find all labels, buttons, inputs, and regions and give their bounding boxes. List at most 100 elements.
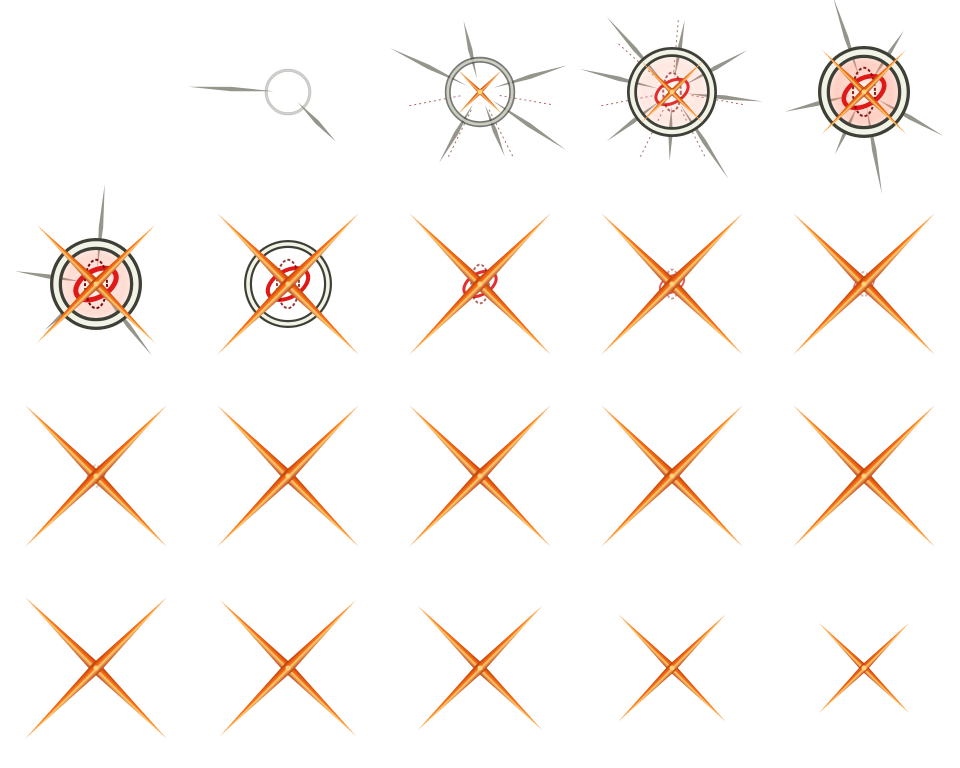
sprite-frame-16 — [0, 576, 192, 768]
effect-group — [618, 614, 726, 722]
slash-center — [861, 473, 867, 479]
slash-center — [861, 281, 867, 287]
frame-canvas — [417, 605, 543, 731]
core-sparks — [84, 258, 108, 310]
effect-group — [15, 184, 156, 356]
frame-canvas — [793, 405, 935, 547]
sprite-frame-14 — [576, 384, 768, 576]
slash-center — [861, 89, 867, 95]
frame-canvas — [409, 405, 551, 547]
core-sparks — [852, 66, 876, 118]
dotted-streak — [446, 109, 472, 160]
slash-center — [93, 473, 99, 479]
frame-canvas — [25, 405, 167, 547]
effect-group — [579, 16, 763, 180]
effect-group — [390, 20, 568, 164]
sprite-frame-5 — [768, 0, 960, 195]
sprite-frame-7 — [192, 192, 384, 384]
slash-center — [669, 89, 675, 95]
frame-canvas — [818, 622, 910, 714]
ring-highlight — [246, 242, 330, 326]
effect-group — [188, 68, 336, 142]
effect-group — [784, 0, 944, 195]
sprite-frame-4 — [576, 0, 768, 192]
needle-spike — [390, 48, 468, 86]
sprite-frame-8 — [384, 192, 576, 384]
slash-center — [477, 89, 483, 95]
frame-canvas — [601, 405, 743, 547]
sprite-frame-3 — [384, 0, 576, 192]
core-sparks — [470, 263, 490, 305]
effect-group — [417, 605, 543, 731]
dotted-streak — [598, 95, 653, 107]
frame-canvas — [217, 405, 359, 547]
sprite-frame-15 — [768, 384, 960, 576]
slash-center — [477, 281, 483, 287]
sprite-frame-12 — [192, 384, 384, 576]
frame-canvas — [618, 614, 726, 722]
sprite-frame-17 — [192, 576, 384, 768]
needle-spike — [463, 20, 477, 79]
frame-canvas — [220, 600, 356, 736]
needle-spike — [491, 99, 567, 151]
sprite-frame-2 — [188, 0, 384, 192]
ring-highlight — [265, 69, 311, 115]
dotted-streak — [406, 95, 461, 107]
slash-center — [93, 665, 99, 671]
frame-canvas — [409, 213, 551, 355]
sprite-frame-20 — [768, 576, 960, 768]
effect-group — [25, 597, 167, 739]
sprite-frame-10 — [768, 192, 960, 384]
dotted-streak — [615, 41, 658, 79]
sprite-frame-18 — [384, 576, 576, 768]
slash-center — [861, 665, 867, 671]
effect-group — [601, 213, 743, 355]
ring-highlight — [629, 49, 715, 135]
slash-center — [669, 281, 675, 287]
ring-highlight — [821, 49, 907, 135]
slash-center — [477, 473, 483, 479]
sprite-frame-19 — [576, 576, 768, 768]
dotted-streak — [638, 109, 664, 160]
frame-canvas — [15, 184, 156, 356]
slash-center — [285, 473, 291, 479]
slash-center — [669, 665, 675, 671]
frame-canvas — [784, 0, 944, 195]
sprite-frame-1 — [0, 0, 192, 192]
sprite-frame-13 — [384, 384, 576, 576]
ring-highlight — [446, 58, 514, 126]
dotted-streak — [499, 94, 554, 106]
slash-center — [285, 665, 291, 671]
core-swirl — [654, 77, 690, 107]
effect-group — [25, 405, 167, 547]
needle-spike — [485, 105, 505, 157]
frame-canvas — [390, 20, 568, 164]
effect-group — [818, 622, 910, 714]
effect-group — [793, 213, 935, 355]
frame-canvas — [25, 597, 167, 739]
slash-center — [285, 281, 291, 287]
core-sparks — [276, 258, 300, 310]
core-swirl — [841, 73, 887, 111]
effect-group — [793, 405, 935, 547]
ring-outer — [264, 68, 312, 116]
frame-canvas — [217, 213, 359, 355]
effect-group — [601, 405, 743, 547]
frame-canvas — [0, 0, 192, 192]
dotted-streak — [488, 109, 515, 160]
effect-group — [220, 600, 356, 736]
effect-group — [409, 213, 551, 355]
frame-canvas — [579, 16, 763, 180]
needle-spike — [188, 86, 275, 92]
needle-spike — [297, 102, 336, 142]
frame-canvas — [793, 213, 935, 355]
dotted-streak — [673, 17, 680, 73]
frame-canvas — [601, 213, 743, 355]
effect-group — [409, 405, 551, 547]
slash-center — [669, 473, 675, 479]
ring-highlight — [53, 241, 139, 327]
effect-group — [217, 213, 359, 355]
slash-center — [93, 281, 99, 287]
frame-canvas — [188, 68, 336, 142]
